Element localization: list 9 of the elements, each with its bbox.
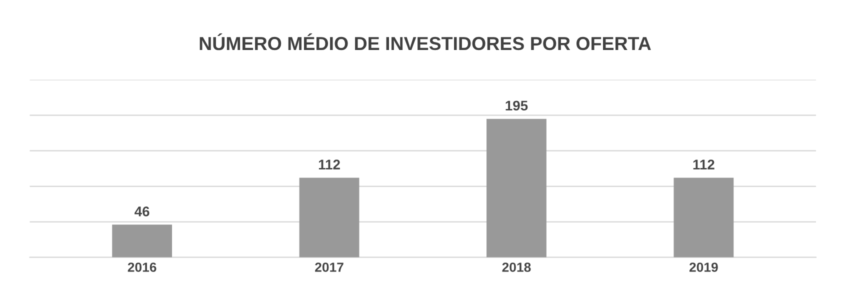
chart-title: NÚMERO MÉDIO DE INVESTIDORES POR OFERTA — [200, 33, 651, 50]
data-label: 46 — [134, 206, 150, 216]
x-tick-label: 2016 — [128, 262, 156, 272]
x-tick-label: 2019 — [689, 262, 718, 272]
x-tick-label: 2018 — [502, 262, 531, 272]
data-label: 112 — [693, 160, 714, 170]
x-tick-label: 2017 — [315, 262, 344, 272]
data-label: 112 — [318, 160, 340, 170]
data-label: 195 — [506, 100, 528, 111]
